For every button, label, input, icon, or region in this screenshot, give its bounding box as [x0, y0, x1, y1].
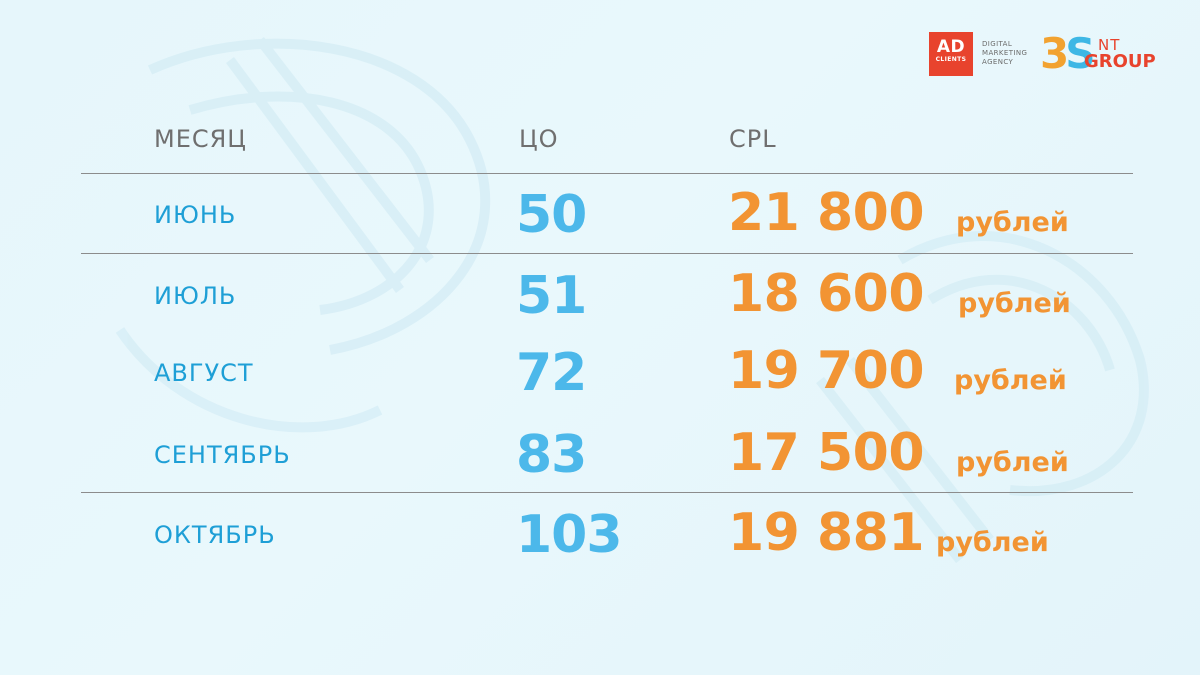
agency-tagline-line: AGENCY — [982, 58, 1014, 66]
table-row: ИЮЛЬ 51 18 600 рублей — [0, 261, 1200, 341]
table-divider — [81, 492, 1133, 493]
month-label: ИЮНЬ — [154, 201, 237, 229]
header-co: ЦО — [519, 125, 559, 153]
agency-tagline-line: DIGITAL — [982, 40, 1013, 48]
cpl-value: 17 500 — [728, 423, 925, 483]
cpl-unit: рублей — [956, 447, 1069, 478]
cpl-value: 21 800 — [728, 183, 925, 243]
3s-logo-group: GROUP — [1084, 51, 1156, 72]
cpl-value: 19 881 — [728, 503, 925, 563]
cpl-unit: рублей — [956, 207, 1069, 238]
3s-logo-mark-3: 3 — [1040, 29, 1069, 78]
agency-tagline: DIGITAL MARKETING AGENCY — [982, 40, 1042, 67]
3s-logo-mark: 3S — [1040, 29, 1096, 78]
ad-clients-logo-small: CLIENTS — [935, 56, 967, 63]
co-value: 51 — [516, 266, 587, 326]
cpl-unit: рублей — [954, 365, 1067, 396]
month-label: ОКТЯБРЬ — [154, 521, 276, 549]
month-label: АВГУСТ — [154, 359, 254, 387]
cpl-unit: рублей — [936, 527, 1049, 558]
month-label: СЕНТЯБРЬ — [154, 441, 291, 469]
co-value: 103 — [516, 505, 623, 565]
ad-clients-logo-big: AD — [936, 37, 966, 57]
cpl-value: 18 600 — [728, 264, 925, 324]
table-divider — [81, 253, 1133, 254]
cpl-unit: рублей — [958, 288, 1071, 319]
header-month: МЕСЯЦ — [154, 125, 247, 153]
agency-tagline-line: MARKETING — [982, 49, 1028, 57]
table-row: СЕНТЯБРЬ 83 17 500 рублей — [0, 420, 1200, 500]
month-label: ИЮЛЬ — [154, 282, 237, 310]
3s-nt-group-logo: 3S NT GROUP — [1040, 29, 1156, 81]
table-row: ОКТЯБРЬ 103 19 881 рублей — [0, 501, 1200, 581]
co-value: 83 — [516, 425, 587, 485]
3s-logo-nt: NT — [1098, 36, 1121, 54]
table-row: АВГУСТ 72 19 700 рублей — [0, 340, 1200, 420]
table-divider — [81, 173, 1133, 174]
co-value: 72 — [516, 343, 587, 403]
cpl-value: 19 700 — [728, 341, 925, 401]
ad-clients-logo: AD CLIENTS — [929, 32, 973, 76]
co-value: 50 — [516, 185, 587, 245]
table-row: ИЮНЬ 50 21 800 рублей — [0, 180, 1200, 260]
3s-logo-mark-s: S — [1065, 29, 1095, 78]
header-cpl: CPL — [729, 125, 777, 153]
